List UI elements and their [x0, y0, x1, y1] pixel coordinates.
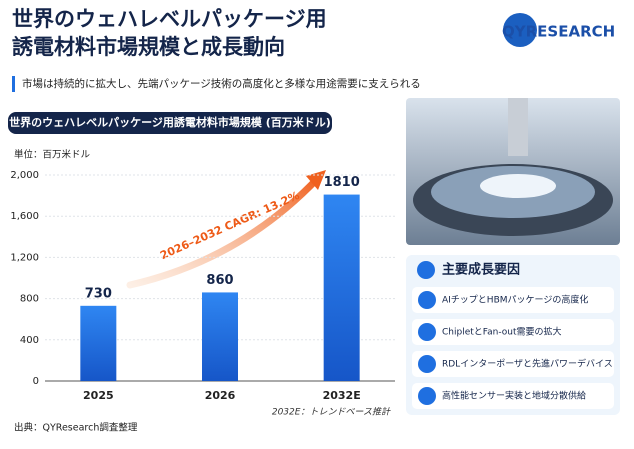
logo: QYRESEARCH	[502, 23, 615, 41]
factors-title: 主要成長要因	[442, 262, 520, 278]
y-tick-label: 1,600	[10, 211, 39, 222]
plot: 0 400 800 1,200 1,600 2,000 2025 730 2026 860 2032…	[10, 170, 395, 402]
factor-icon	[418, 387, 436, 405]
y-tick-label: 1,200	[10, 252, 39, 263]
subtitle-bar	[12, 76, 15, 92]
value-label: 730	[85, 286, 112, 301]
value-label: 860	[206, 273, 233, 288]
factor-text: 高性能センサー実装と地域分散供給	[442, 390, 586, 402]
factor-row	[412, 351, 614, 377]
dispenser	[508, 98, 528, 156]
bar	[323, 194, 360, 381]
y-tick-label: 2,000	[10, 170, 39, 181]
factor-icon	[418, 355, 436, 373]
factors-list: AIチップとHBMパッケージの高度化 ChipletとFan-out需要の拡大 RD…	[412, 287, 614, 409]
factor-icon	[418, 323, 436, 341]
y-tick-label: 0	[33, 376, 39, 387]
value-label: 1810	[324, 175, 360, 190]
factor-row	[412, 319, 614, 345]
y-tick-label: 800	[20, 294, 39, 305]
factor-row	[412, 287, 614, 313]
x-tick-label: 2025	[83, 389, 114, 402]
source: 出典：QYResearch調査整理	[14, 422, 138, 434]
y-tick-label: 400	[20, 335, 39, 346]
unit-label: 単位：百万米ドル	[14, 149, 91, 161]
factor-text: RDLインターポーザと先進パワーデバイス	[442, 358, 613, 370]
bar	[202, 292, 238, 381]
factor-icon	[418, 291, 436, 309]
x-tick-label: 2026	[205, 389, 236, 402]
logo-globe	[503, 13, 537, 47]
chart-title-banner	[8, 112, 332, 134]
x-tick-label: 2032E	[323, 389, 361, 402]
subtitle: 市場は持続的に拡大し、先端パッケージ技術の高度化と多様な用途需要に支えられる	[22, 77, 421, 90]
factor-text: ChipletとFan-out需要の拡大	[442, 326, 562, 338]
factor-row	[412, 383, 614, 409]
growth-arrow	[126, 174, 322, 289]
title-line: 世界のウェハレベルパッケージ用	[12, 7, 327, 31]
title-line: 誘電材料市場規模と成長動向	[12, 35, 285, 59]
dielectric-pool	[480, 174, 556, 198]
bar	[80, 305, 117, 381]
factor-text: AIチップとHBMパッケージの高度化	[442, 294, 588, 306]
note: 2032E：トレンドベース推計	[272, 407, 391, 418]
chart-title: 世界のウェハレベルパッケージ用誘電材料市場規模 (百万米ドル)	[9, 115, 331, 129]
factors-icon	[417, 261, 435, 279]
